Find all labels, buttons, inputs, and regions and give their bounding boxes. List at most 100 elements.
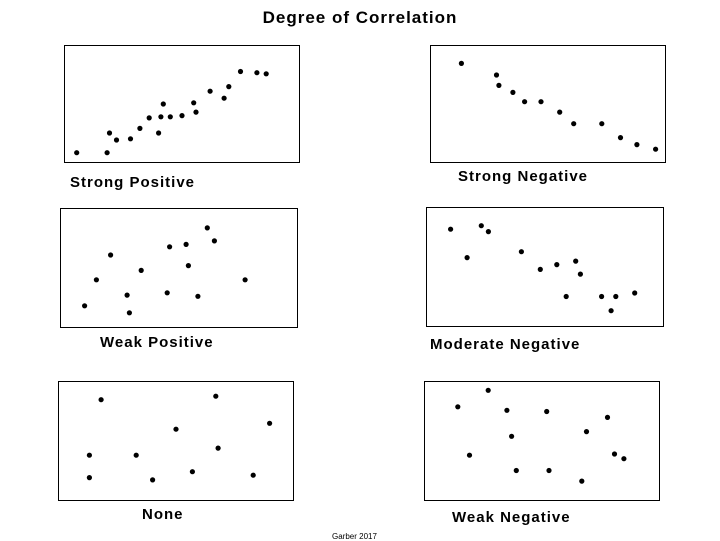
- scatter-point: [621, 456, 627, 462]
- scatter-point: [496, 82, 502, 88]
- scatter-point: [98, 397, 104, 403]
- scatter-point: [485, 387, 491, 393]
- scatter-point: [613, 293, 619, 300]
- scatter-point: [583, 429, 590, 435]
- scatter-point: [537, 266, 543, 272]
- scatter-point: [599, 121, 605, 127]
- scatter-point: [173, 426, 179, 432]
- scatter-point: [86, 452, 92, 458]
- scatter-panel-none: [58, 381, 294, 501]
- scatter-point: [193, 109, 199, 115]
- scatter-point: [215, 445, 221, 451]
- scatter-point: [510, 89, 516, 95]
- scatter-point: [577, 271, 583, 277]
- scatter-point: [632, 290, 638, 296]
- scatter-point: [86, 475, 92, 481]
- scatter-point: [221, 95, 227, 101]
- scatter-point: [158, 114, 164, 120]
- scatter-point: [133, 452, 139, 458]
- scatter-point: [160, 101, 166, 107]
- scatter-point: [493, 72, 500, 78]
- scatter-point: [146, 115, 152, 121]
- scatter-point: [538, 99, 544, 105]
- scatter-point: [211, 238, 217, 244]
- scatter-point: [82, 303, 88, 309]
- scatter-plot-strong-positive: [74, 68, 269, 156]
- scatter-point: [267, 420, 273, 426]
- scatter-point: [104, 150, 110, 156]
- scatter-point: [557, 109, 563, 115]
- scatter-point: [127, 136, 134, 142]
- scatter-plot-weak-negative: [455, 387, 627, 484]
- scatter-point: [213, 393, 219, 399]
- scatter-point: [191, 100, 197, 106]
- scatter-plot-weak-positive: [82, 225, 248, 316]
- scatter-panel-moderate-negative: [426, 207, 664, 327]
- scatter-point: [204, 225, 210, 231]
- scatter-point: [150, 477, 156, 483]
- scatter-point: [108, 252, 114, 258]
- scatter-panel-weak-positive: [60, 208, 298, 328]
- scatter-point: [156, 130, 162, 136]
- scatter-point: [571, 121, 577, 127]
- scatter-point: [93, 277, 99, 283]
- scatter-point: [634, 142, 640, 148]
- scatter-point: [183, 241, 189, 247]
- scatter-point: [74, 150, 80, 156]
- scatter-point: [185, 263, 191, 269]
- scatter-point: [189, 469, 195, 475]
- caption-moderate-negative: Moderate Negative: [430, 336, 581, 353]
- scatter-point: [504, 407, 510, 413]
- scatter-point: [617, 135, 624, 141]
- scatter-point: [138, 267, 144, 273]
- scatter-plot-strong-negative: [458, 60, 659, 152]
- scatter-panel-strong-negative: [430, 45, 666, 163]
- scatter-point: [195, 293, 201, 299]
- scatter-point: [563, 293, 569, 300]
- scatter-point: [464, 255, 470, 261]
- footer-credit: Garber 2017: [332, 532, 377, 541]
- scatter-point: [126, 310, 132, 316]
- scatter-point: [458, 60, 464, 66]
- caption-weak-positive: Weak Positive: [100, 334, 214, 351]
- scatter-point: [544, 408, 550, 415]
- scatter-panel-strong-positive: [64, 45, 300, 163]
- scatter-point: [466, 452, 473, 458]
- scatter-point: [653, 146, 659, 152]
- chart-title: Degree of Correlation: [262, 8, 458, 27]
- scatter-point: [478, 223, 484, 229]
- scatter-point: [167, 244, 173, 250]
- scatter-point: [608, 308, 614, 314]
- scatter-point: [250, 472, 256, 478]
- scatter-point: [611, 451, 618, 457]
- scatter-point: [137, 125, 143, 131]
- scatter-point: [106, 130, 113, 136]
- scatter-point: [448, 226, 454, 232]
- scatter-point: [509, 433, 515, 439]
- scatter-plot-none: [86, 393, 273, 483]
- scatter-panel-weak-negative: [424, 381, 660, 501]
- caption-strong-negative: Strong Negative: [458, 168, 589, 185]
- caption-strong-positive: Strong Positive: [70, 174, 196, 191]
- caption-none: None: [142, 506, 184, 523]
- scatter-point: [263, 71, 269, 77]
- scatter-point: [237, 68, 244, 75]
- scatter-point: [113, 137, 120, 143]
- scatter-point: [164, 290, 170, 296]
- scatter-point: [226, 84, 232, 90]
- scatter-point: [522, 99, 528, 105]
- scatter-point: [485, 229, 491, 235]
- scatter-point: [579, 478, 585, 484]
- scatter-point: [124, 292, 130, 298]
- scatter-point: [573, 258, 579, 264]
- scatter-point: [554, 262, 560, 268]
- scatter-point: [546, 467, 552, 474]
- scatter-point: [207, 88, 213, 94]
- scatter-point: [254, 70, 260, 76]
- scatter-point: [599, 293, 605, 300]
- scatter-plot-moderate-negative: [448, 223, 638, 314]
- scatter-point: [604, 414, 611, 420]
- caption-weak-negative: Weak Negative: [452, 509, 571, 526]
- scatter-point: [242, 277, 248, 283]
- scatter-point: [167, 114, 173, 120]
